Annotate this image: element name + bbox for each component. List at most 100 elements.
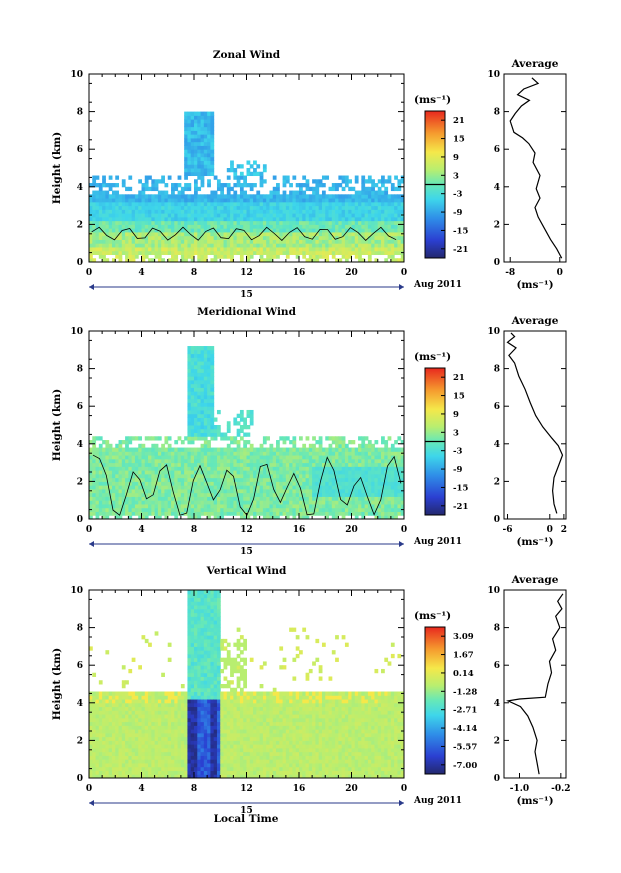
heatmap-cell [302,451,307,456]
heatmap-cell [207,466,211,471]
heatmap-cell [384,213,389,218]
heatmap-cell [325,466,330,471]
heatmap-cell [239,477,244,482]
heatmap-cell [95,231,100,237]
heatmap-cell [98,699,103,704]
heatmap-cell [141,231,146,237]
heatmap-cell [115,458,120,464]
heatmap-cell [98,507,103,512]
heatmap-cell [374,239,379,244]
heatmap-cell [341,194,346,199]
heatmap-cell [384,201,389,207]
heatmap-cell [187,250,192,255]
heatmap-cell [184,130,188,135]
heatmap-cell [328,507,333,512]
heatmap-cell [338,183,343,188]
heatmap-cell [266,213,270,218]
heatmap-cell [367,481,372,486]
heatmap-cell [210,201,215,207]
heatmap-cell [194,455,198,460]
heatmap-cell [128,246,133,252]
heatmap-cell [394,175,398,180]
heatmap-cell [102,220,106,225]
heatmap-cell [246,171,251,177]
heatmap-cell [213,231,218,237]
heatmap-cell [92,198,97,203]
heatmap-cell [171,258,175,263]
heatmap-cell [230,201,234,207]
heatmap-cell [226,220,231,225]
heatmap-cell [102,458,106,464]
heatmap-cell [161,213,165,218]
heatmap-cell [354,175,359,180]
heatmap-cell [390,243,395,248]
heatmap-cell [308,194,313,199]
heatmap-cell [134,239,139,244]
heatmap-cell [102,462,106,467]
heatmap-cell [282,246,287,252]
heatmap-cell [364,455,369,460]
heatmap-cell [105,224,110,229]
heatmap-cell [118,714,123,719]
heatmap-cell [194,156,198,161]
heatmap-cell [305,492,310,497]
heatmap-cell [354,205,359,210]
heatmap-cell [354,254,359,259]
heatmap-cell [377,209,382,214]
heatmap-cell [210,488,215,494]
heatmap-cell [138,511,142,516]
heatmap-cell [367,224,372,229]
day-bar-arrow-left [89,541,94,547]
heatmap-cell [351,194,356,199]
heatmap-cell [203,357,208,362]
heatmap-cell [318,466,323,471]
heatmap-cell [115,213,120,218]
heatmap-cell [151,209,156,214]
heatmap-cell [374,473,379,479]
heatmap-cell [187,368,192,373]
heatmap-cell [239,417,244,422]
heatmap-cell [194,183,198,188]
heatmap-cell [154,213,159,218]
heatmap-cell [249,458,254,464]
heatmap-cell [141,250,146,255]
heatmap-cell [397,458,402,464]
heatmap-cell [180,220,185,225]
heatmap-cell [226,186,231,192]
heatmap-cell [282,213,287,218]
heatmap-cell [197,198,202,203]
heatmap-cell [230,500,234,505]
heatmap-cell [207,488,211,494]
heatmap-cell [239,231,244,237]
heatmap-cell [302,477,307,482]
heatmap-cell [381,481,385,486]
heatmap-cell [253,239,257,244]
heatmap-cell [95,721,100,726]
heatmap-cell [220,220,225,225]
heatmap-cell [289,190,293,195]
heatmap-cell [262,436,267,441]
heatmap-cell [161,447,165,452]
heatmap-cell [367,228,372,233]
heatmap-cell [374,447,379,452]
heatmap-cell [348,440,352,445]
heatmap-cell [95,710,100,715]
heatmap-cell [312,451,316,456]
heatmap-cell [111,458,116,464]
heatmap-cell [108,213,113,218]
heatmap-cell [292,458,297,464]
heatmap-cell [111,224,116,229]
heatmap-cell [134,254,139,259]
heatmap-cell [144,706,149,711]
heatmap-cell [180,235,185,240]
heatmap-cell [105,766,110,771]
heatmap-cell [266,243,270,248]
heatmap-cell [148,436,152,441]
profile-line [509,77,563,259]
heatmap-cell [325,205,330,210]
heatmap-cell [282,447,287,452]
heatmap-cell [256,503,261,509]
heatmap-cell [302,209,307,214]
heatmap-cell [187,492,192,497]
heatmap-cell [279,455,284,460]
